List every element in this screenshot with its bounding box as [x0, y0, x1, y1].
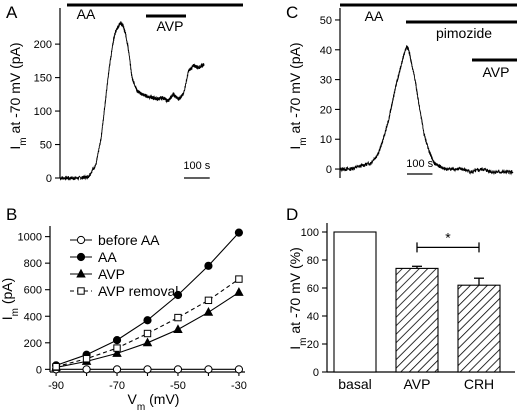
b-x-tick-label: -70 — [109, 380, 125, 392]
b-legend-label: AVP removal — [98, 283, 178, 299]
b-y-tick-label: 400 — [24, 311, 42, 323]
a-treatment-label: AVP — [157, 18, 184, 34]
panel-d-label: D — [286, 205, 298, 224]
panel-b-label: B — [6, 205, 17, 224]
b-legend-marker — [76, 235, 86, 245]
b-data-point — [113, 344, 121, 352]
a-treatment-label: AA — [77, 6, 96, 22]
b-data-point — [234, 287, 244, 296]
panel-d: D 0 20 40 60 80 100 Im at -70 mV (%) basal AVP CRH… — [286, 205, 515, 392]
b-data-point — [204, 365, 213, 374]
d-y-tick-label: 80 — [307, 255, 319, 267]
c-scalebar-label: 100 s — [406, 158, 433, 170]
b-data-point — [112, 365, 122, 374]
d-category-label: basal — [338, 376, 371, 392]
d-significance-label: * — [445, 229, 451, 245]
d-bar — [395, 267, 439, 373]
b-data-point — [234, 228, 244, 237]
d-y-tick-label: 0 — [313, 367, 319, 379]
c-y-tick-label: 20 — [320, 104, 332, 116]
c-y-tick-label: 50 — [320, 15, 332, 27]
a-y-axis-label: Im at -70 mV (pA) — [7, 42, 29, 149]
b-x-tick-label: -90 — [48, 380, 64, 392]
b-data-point — [82, 365, 91, 374]
panel-a-label: A — [6, 3, 18, 22]
c-treatment-label: AVP — [483, 64, 510, 80]
d-category-label: CRH — [464, 376, 494, 392]
c-trace-line — [339, 45, 514, 176]
panel-c: C 0 10 20 30 40 50 Im at -70 mV (pA) AA pimozide A… — [286, 3, 517, 178]
d-y-axis-label: Im at -70 mV (%) — [287, 247, 309, 349]
c-y-tick-label: 40 — [320, 45, 332, 57]
b-x-axis-label: Vm (mV) — [128, 391, 180, 412]
b-data-point — [142, 337, 153, 347]
a-y-tick-label: 100 — [34, 106, 52, 118]
b-data-point — [174, 313, 182, 322]
b-data-point — [203, 307, 214, 316]
panel-b: B 0 200 400 600 800 1000 -90 -70 -50 -30 Im (pA) Vm … — [0, 205, 247, 412]
a-y-tick-label: 50 — [40, 140, 52, 152]
a-y-tick-label: 0 — [46, 173, 52, 185]
a-y-tick-label: 150 — [34, 73, 52, 85]
b-legend-marker — [76, 252, 86, 262]
d-bar — [333, 231, 377, 373]
c-y-tick-label: 30 — [320, 75, 332, 87]
c-y-tick-label: 10 — [320, 134, 332, 146]
b-y-tick-label: 0 — [36, 364, 42, 376]
b-data-point — [82, 355, 91, 363]
d-y-tick-label: 60 — [307, 283, 319, 295]
d-y-tick-label: 100 — [301, 227, 319, 239]
d-bar — [457, 284, 501, 373]
b-data-point — [173, 365, 183, 374]
b-data-point — [52, 362, 60, 371]
b-y-axis-label: Im (pA) — [0, 278, 21, 321]
b-legend-marker — [76, 268, 86, 278]
b-data-point — [235, 275, 243, 283]
panel-a: A 0 50 100 150 200 Im at -70 mV (pA) AA AVP 100 s — [6, 3, 243, 185]
b-data-point — [112, 348, 122, 357]
b-y-tick-label: 600 — [24, 285, 42, 297]
b-y-tick-label: 200 — [24, 338, 42, 350]
c-treatment-label: pimozide — [436, 25, 492, 41]
b-data-point — [112, 336, 122, 345]
b-data-point — [204, 261, 213, 270]
panel-c-label: C — [286, 3, 298, 22]
b-x-tick-label: -50 — [170, 380, 186, 392]
b-data-point — [143, 365, 152, 374]
b-x-tick-label: -30 — [231, 380, 247, 392]
b-y-tick-label: 800 — [24, 258, 42, 270]
d-y-tick-label: 20 — [307, 339, 319, 351]
c-treatment-label: AA — [365, 8, 384, 24]
d-y-tick-label: 40 — [307, 311, 319, 323]
b-legend-label: AA — [98, 249, 117, 265]
a-scalebar-label: 100 s — [183, 160, 210, 172]
b-legend-marker — [77, 287, 85, 295]
b-data-point — [143, 316, 152, 325]
b-data-point — [143, 329, 152, 338]
b-data-point — [173, 290, 183, 300]
a-trace-line — [59, 21, 205, 182]
c-y-tick-label: 0 — [326, 164, 332, 176]
b-y-tick-label: 1000 — [18, 232, 42, 244]
a-y-tick-label: 200 — [34, 39, 52, 51]
b-legend-label: AVP — [98, 266, 125, 282]
b-data-point — [234, 365, 244, 374]
b-legend-label: before AA — [98, 232, 160, 248]
c-y-axis-label: Im at -70 mV (pA) — [287, 42, 309, 149]
b-data-point — [204, 296, 213, 305]
b-data-point — [173, 324, 183, 334]
d-category-label: AVP — [404, 376, 431, 392]
